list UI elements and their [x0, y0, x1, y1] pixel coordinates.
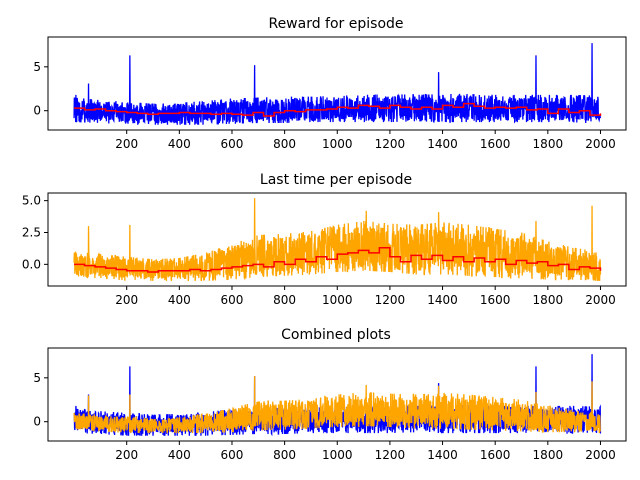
- subplot-last-time: Last time per episode 200 400 600 800 1000 12…: [22, 172, 627, 307]
- subplot-combined-xtick-label: 1400: [427, 448, 458, 462]
- subplot-combined-xtick-label: 1000: [322, 448, 353, 462]
- subplot-reward-ytick-label: 5: [33, 60, 41, 74]
- subplot-last-time-xtick-label: 600: [221, 293, 244, 307]
- subplot-last-time-xtick-label: 800: [273, 293, 296, 307]
- subplot-combined-ytick-label: 0: [33, 415, 41, 429]
- subplot-reward-xtick-label: 200: [115, 137, 138, 151]
- subplot-reward-xtick-label: 400: [168, 137, 191, 151]
- subplot-reward-xtick-label: 600: [221, 137, 244, 151]
- subplot-combined-xtick-label: 600: [221, 448, 244, 462]
- subplot-reward-y-axis: 05: [33, 60, 48, 118]
- subplot-last-time-xtick-label: 2000: [585, 293, 616, 307]
- subplot-combined-xtick-label: 1600: [480, 448, 511, 462]
- subplot-last-time-ytick-label: 5.0: [22, 194, 41, 208]
- subplot-combined-y-axis: 05: [33, 371, 48, 429]
- subplot-last-time-series-0-line: [73, 198, 602, 282]
- subplot-last-time-xtick-label: 200: [115, 293, 138, 307]
- subplot-last-time-xtick-label: 1200: [375, 293, 406, 307]
- subplot-last-time-series-1-step-line: [74, 247, 602, 273]
- subplot-reward-ytick-label: 0: [33, 104, 41, 118]
- subplot-reward-xtick-label: 2000: [585, 137, 616, 151]
- subplot-reward-x-axis: 200 400 600 800 1000 1200 1400 1600 1800 2000: [115, 130, 616, 151]
- subplot-last-time-xtick-label: 1400: [427, 293, 458, 307]
- subplot-combined-ytick-label: 5: [33, 371, 41, 385]
- subplot-combined-series-1-line: [73, 376, 601, 434]
- subplot-combined-xtick-label: 1800: [533, 448, 564, 462]
- subplot-combined-xtick-label: 400: [168, 448, 191, 462]
- subplot-last-time-ytick-label: 0.0: [22, 257, 41, 271]
- subplot-reward-title: Reward for episode: [268, 16, 403, 32]
- subplot-reward-xtick-label: 1200: [375, 137, 406, 151]
- subplot-last-time-xtick-label: 1000: [322, 293, 353, 307]
- subplot-reward-xtick-label: 800: [273, 137, 296, 151]
- subplot-combined-xtick-label: 800: [273, 448, 296, 462]
- subplot-combined-title: Combined plots: [281, 327, 391, 343]
- subplot-last-time-x-axis: 200 400 600 800 1000 1200 1400 1600 1800 2000: [115, 286, 616, 307]
- subplot-reward-xtick-label: 1800: [533, 137, 564, 151]
- subplot-reward: Reward for episode 200 400 600 800 1000 1200 1…: [33, 16, 627, 151]
- subplot-reward-plot-area: [73, 43, 602, 125]
- subplot-combined-xtick-label: 1200: [375, 448, 406, 462]
- subplot-reward-xtick-label: 1000: [322, 137, 353, 151]
- subplot-reward-xtick-label: 1400: [427, 137, 458, 151]
- subplot-last-time-plot-area: [73, 198, 602, 282]
- subplot-last-time-title: Last time per episode: [260, 172, 412, 188]
- subplot-combined-xtick-label: 200: [115, 448, 138, 462]
- subplot-combined-xtick-label: 2000: [585, 448, 616, 462]
- subplot-last-time-ytick-label: 2.5: [22, 225, 41, 239]
- subplot-last-time-xtick-label: 1600: [480, 293, 511, 307]
- subplot-last-time-xtick-label: 400: [168, 293, 191, 307]
- subplot-reward-series-0-line: [73, 43, 602, 125]
- subplot-combined-x-axis: 200 400 600 800 1000 1200 1400 1600 1800 2000: [115, 441, 616, 462]
- subplot-combined-plot-area: [73, 354, 602, 437]
- subplot-reward-xtick-label: 1600: [480, 137, 511, 151]
- subplot-combined: Combined plots 200 400 600 800 1000 1200 1400 1…: [33, 327, 627, 462]
- subplot-reward-series-1-step-line: [74, 102, 602, 117]
- subplot-last-time-y-axis: 0.0 2.5 5.0: [22, 194, 48, 271]
- subplot-last-time-xtick-label: 1800: [533, 293, 564, 307]
